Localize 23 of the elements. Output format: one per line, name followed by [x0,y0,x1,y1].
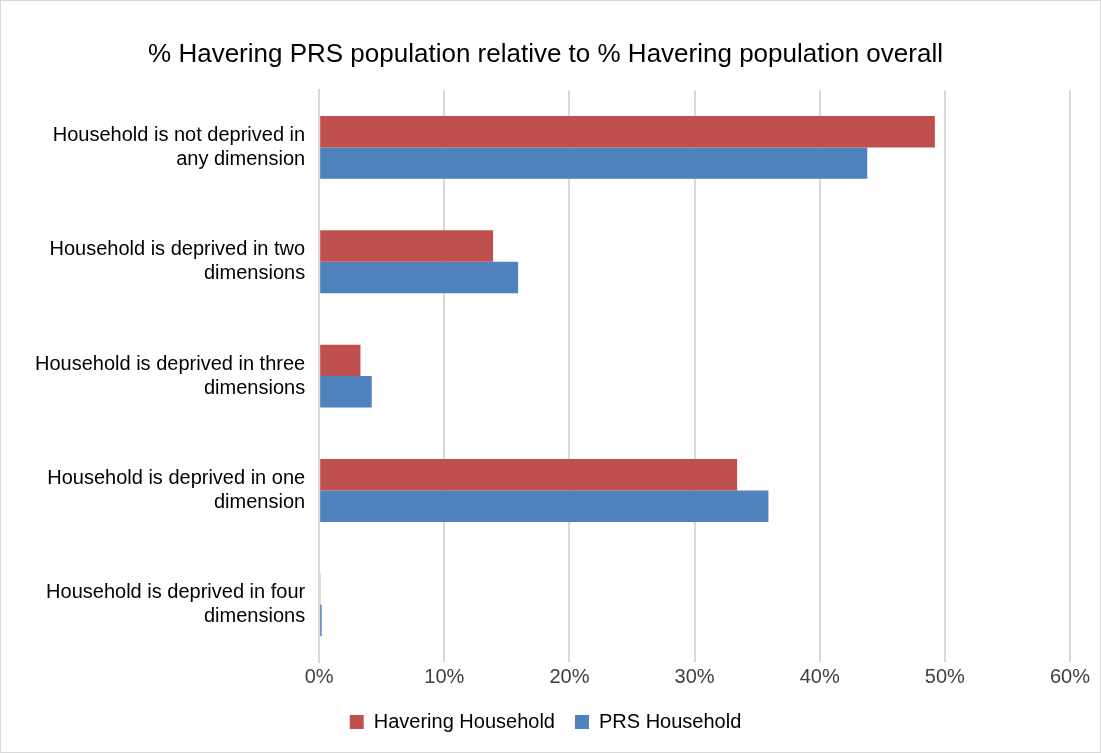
x-tick-label: 0% [304,664,334,687]
x-tick-label: 40% [799,664,840,687]
bar [320,344,361,377]
legend-label: PRS Household [598,709,742,732]
chart-title: % Havering PRS population relative to % Havering population overall [148,37,943,68]
bar [320,147,868,179]
x-tick-label: 60% [1049,664,1091,687]
bar [320,490,769,522]
y-tick-label: Household is deprived in one dimension [47,465,306,512]
bar [320,459,738,491]
x-tick-label: 10% [424,664,465,687]
y-tick-label: Household is deprived in four dimensions [46,580,306,627]
y-tick-label: Household is not deprived in any dimension [52,122,306,169]
x-tick-label: 50% [924,664,966,687]
bar [320,261,519,294]
bar [320,230,494,262]
legend-label: Havering Household [373,709,555,732]
y-tick-label: Household is deprived in three dimensions [34,351,306,398]
x-tick-label: 20% [549,664,590,687]
bar [320,115,935,148]
y-tick-label: Household is deprived in two dimensions [49,237,306,284]
x-tick-label: 30% [674,664,715,687]
bar [320,376,372,408]
